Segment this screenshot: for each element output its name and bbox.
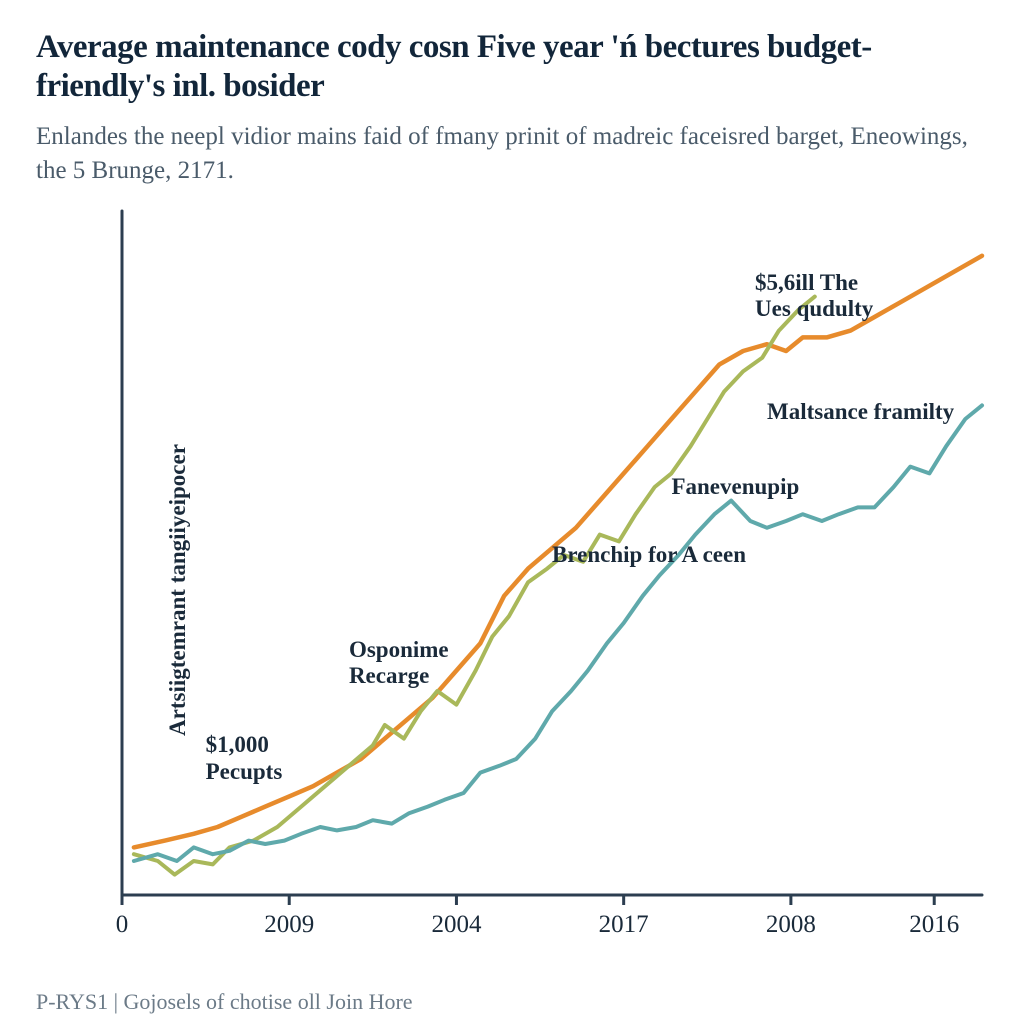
chart-annotation: OsponimeRecarge [349,637,449,690]
x-tick-label: 2016 [909,911,959,939]
page-root: Average maintenance cody cosn Five year … [0,0,1024,1024]
chart-annotation: $5,6ill TheUes qudulty [755,270,873,323]
chart-annotation: $1,000Pecupts [206,732,283,785]
series-olive [134,297,815,875]
chart-area: Artsiigtemrant tangiiyeipocer 0 2009 2004 2… [36,205,988,975]
x-tick-label: 0 [116,911,129,939]
chart-subtitle: Enlandes the neepl vidior mains faid of … [36,120,988,188]
series-teal [134,406,982,862]
chart-annotation: Brenchip for A ceen [552,542,746,568]
x-tick-label: 2009 [264,911,314,939]
chart-annotation: Maltsance framilty [767,399,954,425]
chart-annotation: Fanevenupip [671,474,799,500]
x-tick-label: 2008 [766,911,816,939]
chart-title: Average maintenance cody cosn Five year … [36,28,988,106]
y-axis-label: Artsiigtemrant tangiiyeipocer [165,444,191,736]
source-footer: P-RYS1 | Gojosels of chotise oll Join Ho… [36,989,988,1015]
x-tick-label: 2017 [599,911,649,939]
x-tick-label: 2004 [431,911,481,939]
